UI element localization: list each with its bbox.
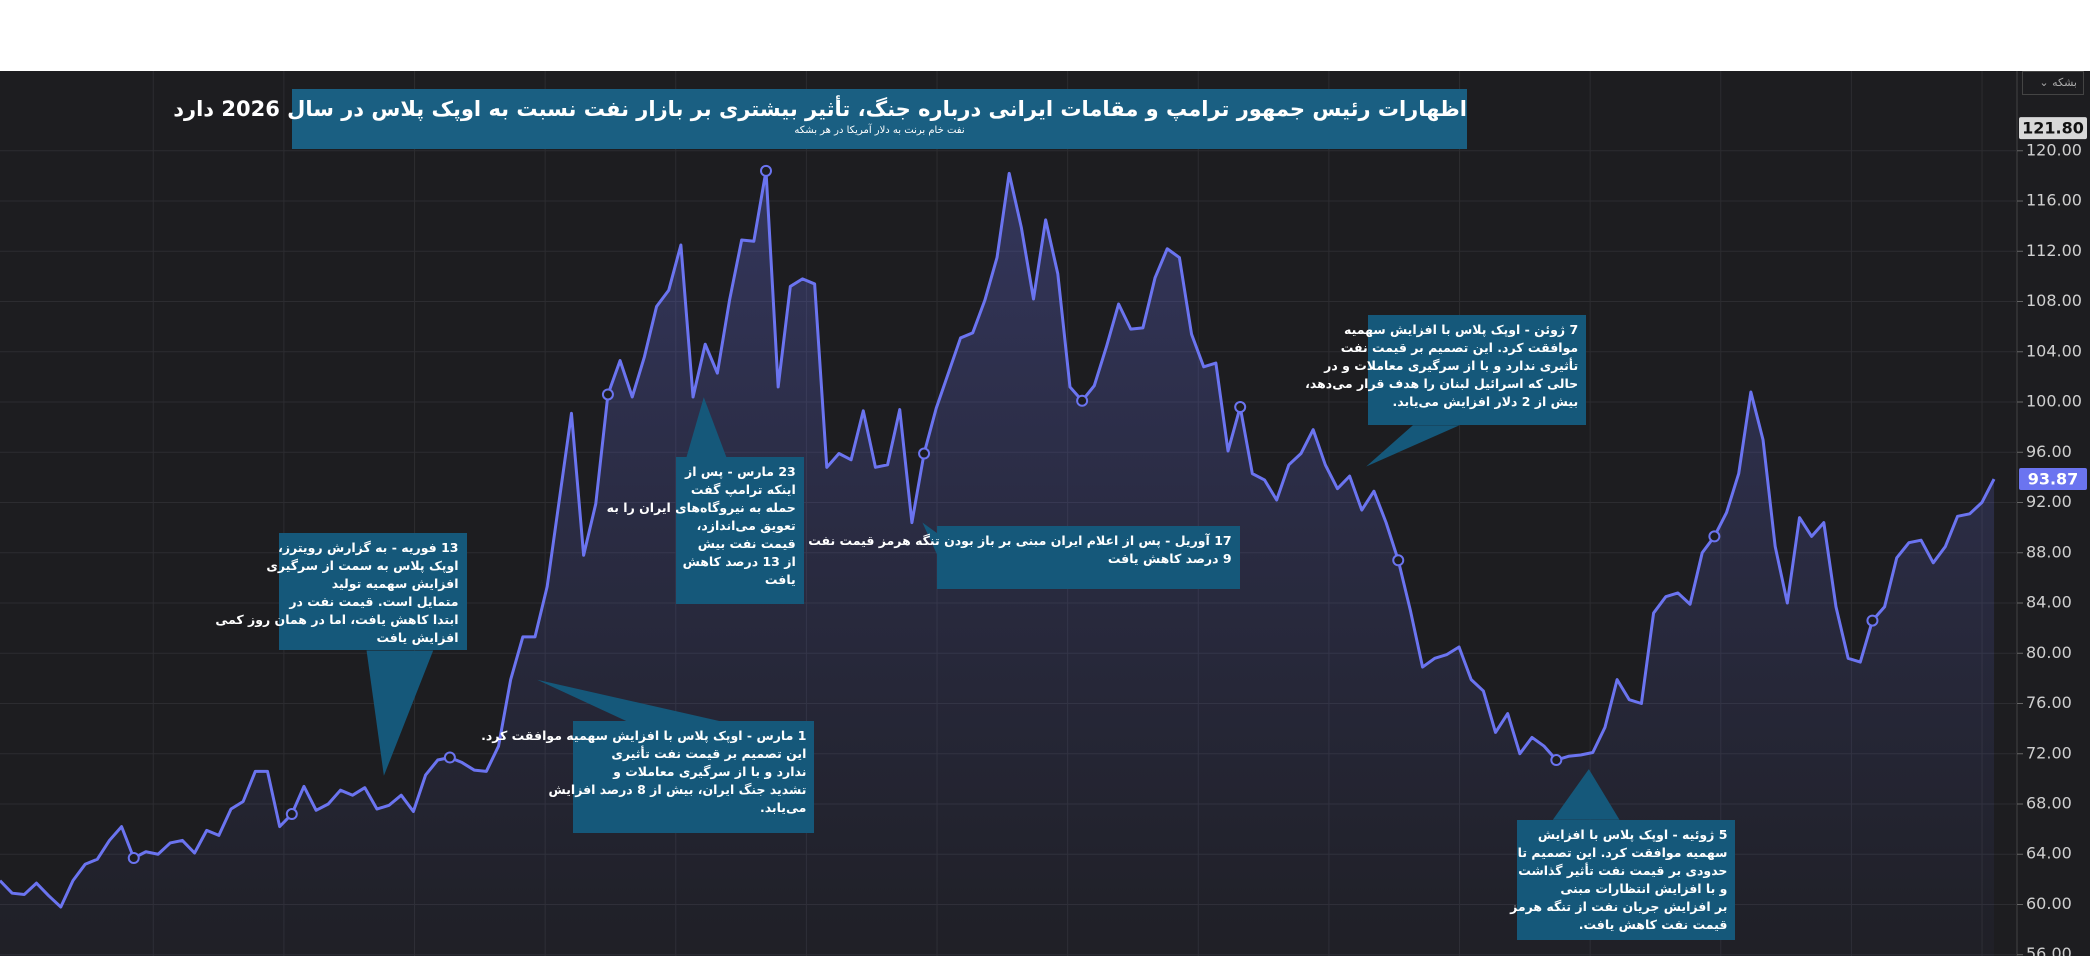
point-marker [1708, 530, 1721, 543]
annotation-pointer [366, 650, 434, 776]
point-marker [1866, 614, 1879, 627]
point-marker [285, 808, 298, 821]
annotation-line: سهمیه موافقت کرد. این تصمیم تا [1517, 844, 1728, 860]
annotation-line: 17 آوریل - پس از اعلام ایران مبنی بر باز… [808, 533, 1232, 549]
y-tick-label: 80.00 [2026, 643, 2072, 662]
chart-subtitle: نفت خام برنت به دلار آمریکا در هر بشکه [794, 125, 965, 136]
annotation-pointer [537, 679, 720, 722]
y-tick-label: 104.00 [2026, 341, 2082, 360]
point-marker [1076, 394, 1089, 407]
y-tick-label: 96.00 [2026, 442, 2072, 461]
point-marker [759, 164, 772, 177]
annotation-line: 5 ژوئیه - اوپک پلاس با افزایش [1537, 826, 1728, 842]
annotation-line: حالی که اسرائیل لبنان را هدف قرار می‌دهد… [1305, 375, 1579, 391]
annotation-pointer [1552, 769, 1620, 820]
annotation-line: تأثیری ندارد و با از سرگیری معاملات و در [1324, 357, 1579, 373]
price-line [0, 169, 1996, 909]
annotation-line: حدودی بر قیمت نفت تأثیر گذاشت [1518, 862, 1728, 878]
annotation-line: اوپک پلاس به سمت از سرگیری [266, 558, 459, 574]
y-tick-label: 108.00 [2026, 291, 2082, 310]
annotation-line: موافقت کرد. این تصمیم بر قیمت نفت [1340, 339, 1579, 355]
y-tick-label: 116.00 [2026, 191, 2082, 210]
point-marker [443, 751, 456, 764]
annotation-line: قیمت نفت بیش [697, 536, 796, 552]
y-tick-label: 60.00 [2026, 894, 2072, 913]
point-marker [1234, 401, 1247, 414]
annotation-line: یافت [764, 572, 796, 588]
title-box: اظهارات رئیس جمهور ترامپ و مقامات ایرانی… [173, 89, 1467, 149]
y-tick-label: 88.00 [2026, 542, 2072, 561]
annotation: 23 مارس - پس از اینکه ترامپ گفت حمله به نی… [606, 457, 804, 604]
annotation: 1 مارس - اوپک پلاس با افزایش سهمیه موافق… [481, 721, 815, 834]
annotation-line: متمایل است. قیمت نفت در [289, 594, 459, 610]
y-tick-label: 64.00 [2026, 844, 2072, 863]
annotation-line: 23 مارس - پس از [685, 464, 796, 480]
y-tick-label: 112.00 [2026, 241, 2082, 260]
annotation-line: 7 ژوئن - اوپک پلاس با افزایش سهمیه [1344, 321, 1579, 337]
y-tick-label: 120.00 [2026, 140, 2082, 159]
annotation-line: افزایش سهمیه تولید [331, 576, 459, 592]
annotation-line: این تصمیم بر قیمت نفت تأثیری [611, 746, 807, 762]
annotation-line: بیش از 2 دلار افزایش می‌یابد. [1392, 393, 1579, 409]
annotation-line: ابتدا کاهش یافت، اما در همان روز کمی [215, 612, 459, 628]
annotation-line: قیمت نفت کاهش یافت. [1578, 916, 1728, 932]
annotation-line: تشدید جنگ ایران، بیش از 8 درصد افزایش [548, 782, 807, 798]
annotation-line: می‌یابد. [759, 800, 807, 816]
annotation-line: ندارد و با از سرگیری معاملات و [613, 764, 807, 780]
annotation-line: افزایش یافت [376, 630, 459, 646]
annotation: 13 فوریه - به گزارش رویترز، اوپک پلاس به … [215, 533, 467, 651]
point-marker [601, 388, 614, 401]
y-tick-label: 56.00 [2026, 944, 2072, 956]
chart-title: اظهارات رئیس جمهور ترامپ و مقامات ایرانی… [173, 97, 1467, 121]
point-marker [1392, 554, 1405, 567]
annotation-pointer [686, 397, 727, 458]
y-tick-label: 76.00 [2026, 693, 2072, 712]
annotation: 7 ژوئن - اوپک پلاس با افزایش سهمیه موافقت… [1305, 314, 1587, 426]
annotation-pointer [1366, 425, 1460, 467]
point-marker [127, 852, 140, 865]
annotation-line: تعویق می‌اندازد، [696, 518, 796, 534]
annotation: 5 ژوئیه - اوپک پلاس با افزایش سهمیه موافق… [1510, 819, 1736, 940]
y-tick-label: 100.00 [2026, 392, 2082, 411]
unit-label: بشکه [2052, 76, 2077, 89]
annotation: 17 آوریل - پس از اعلام ایران مبنی بر باز… [808, 526, 1240, 590]
annotation-line: و با افزایش انتظارات مبنی [1560, 880, 1728, 896]
point-marker [918, 447, 931, 460]
point-marker [1550, 754, 1563, 767]
y-tick-label: 72.00 [2026, 743, 2072, 762]
annotation-pointer [922, 522, 938, 555]
price-label-bg [2019, 117, 2087, 140]
y-tick-label: 68.00 [2026, 793, 2072, 812]
annotation-line: 9 درصد کاهش یافت [1107, 551, 1232, 567]
y-tick-label: 92.00 [2026, 492, 2072, 511]
annotation-line: اینکه ترامپ گفت [690, 482, 796, 498]
annotation-line: از 13 درصد کاهش [682, 554, 796, 570]
unit-dropdown[interactable]: بشکه ⌄ [2022, 71, 2084, 95]
annotation-line: 1 مارس - اوپک پلاس با افزایش سهمیه موافق… [481, 728, 807, 744]
price-label: 93.87 [2028, 470, 2079, 489]
y-tick-label: 84.00 [2026, 593, 2072, 612]
annotation-line: 13 فوریه - به گزارش رویترز، [278, 540, 459, 556]
annotation-line: بر افزایش جریان نفت از تنگه هرمز [1510, 898, 1728, 914]
price-label: 121.80 [2022, 119, 2084, 138]
price-label-bg [2019, 468, 2087, 491]
annotation-line: حمله به نیروگاه‌های ایران را به [606, 500, 796, 516]
